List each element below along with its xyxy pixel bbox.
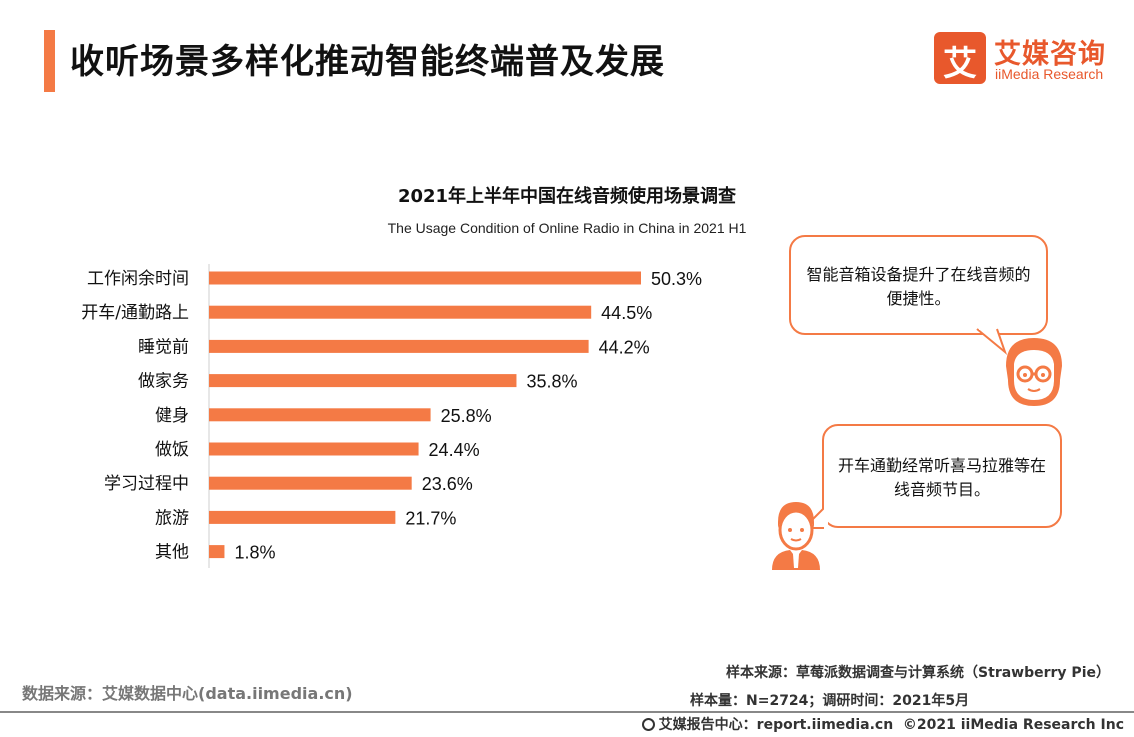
category-label-0: 工作闲余时间	[87, 269, 189, 289]
bar-7	[209, 510, 396, 524]
value-label-6: 23.6%	[422, 474, 473, 494]
category-label-2: 睡觉前	[138, 337, 189, 357]
value-label-7: 21.7%	[405, 508, 456, 528]
value-label-5: 24.4%	[429, 440, 480, 460]
category-label-6: 学习过程中	[104, 474, 189, 494]
brand-logo: 艾 艾媒咨询 iiMedia Research	[934, 32, 1134, 88]
value-label-8: 1.8%	[234, 543, 275, 563]
speech-bubble-1: 智能音箱设备提升了在线音频的便捷性。	[789, 235, 1048, 335]
speech-bubble-1-tail	[976, 326, 1008, 356]
person-tie-icon	[772, 502, 820, 570]
value-label-4: 25.8%	[441, 406, 492, 426]
logo-mark: 艾	[934, 32, 986, 84]
bar-0	[209, 271, 641, 285]
footer-copyright: 艾媒报告中心：report.iimedia.cn ©2021 iiMedia R…	[641, 714, 1124, 734]
speech-bubble-2: 开车通勤经常听喜马拉雅等在线音频节目。	[822, 424, 1062, 528]
category-label-5: 做饭	[155, 440, 189, 460]
copyright-site: 艾媒报告中心：report.iimedia.cn	[658, 717, 894, 733]
logo-name-en: iiMedia Research	[995, 66, 1104, 82]
value-label-1: 44.5%	[601, 303, 652, 323]
value-label-0: 50.3%	[651, 269, 702, 289]
bar-4	[209, 408, 431, 422]
logo-name-cn: 艾媒咨询	[994, 39, 1106, 70]
sample-source: 样本来源：草莓派数据调查与计算系统（Strawberry Pie）	[726, 665, 1110, 681]
speech-bubble-1-text: 智能音箱设备提升了在线音频的便捷性。	[806, 265, 1031, 308]
category-label-4: 健身	[155, 406, 189, 426]
bar-6	[209, 476, 412, 490]
globe-icon	[641, 718, 655, 731]
value-label-2: 44.2%	[599, 337, 650, 357]
copyright-text: ©2021 iiMedia Research Inc	[902, 717, 1124, 733]
bar-1	[209, 305, 592, 319]
bar-8	[209, 545, 225, 559]
value-label-3: 35.8%	[526, 372, 577, 392]
data-source: 数据来源：艾媒数据中心(data.iimedia.cn)	[22, 684, 353, 703]
chart-subtitle: The Usage Condition of Online Radio in C…	[387, 220, 747, 236]
bar-3	[209, 374, 517, 388]
sample-size: 样本量：N=2724；调研时间：2021年5月	[690, 693, 970, 709]
chart-title: 2021年上半年中国在线音频使用场景调查	[397, 186, 737, 207]
speech-bubble-2-text: 开车通勤经常听喜马拉雅等在线音频节目。	[837, 456, 1046, 499]
title-accent-bar	[44, 30, 55, 92]
category-label-8: 其他	[155, 543, 189, 563]
bar-2	[209, 339, 589, 353]
category-label-3: 做家务	[138, 372, 189, 392]
footer-divider	[0, 711, 1134, 713]
page-title: 收听场景多样化推动智能终端普及发展	[70, 42, 665, 82]
person-glasses-icon	[1006, 338, 1062, 406]
bar-5	[209, 442, 419, 456]
logo-mark-text: 艾	[943, 44, 977, 84]
category-label-1: 开车/通勤路上	[81, 303, 189, 323]
category-label-7: 旅游	[155, 508, 189, 528]
